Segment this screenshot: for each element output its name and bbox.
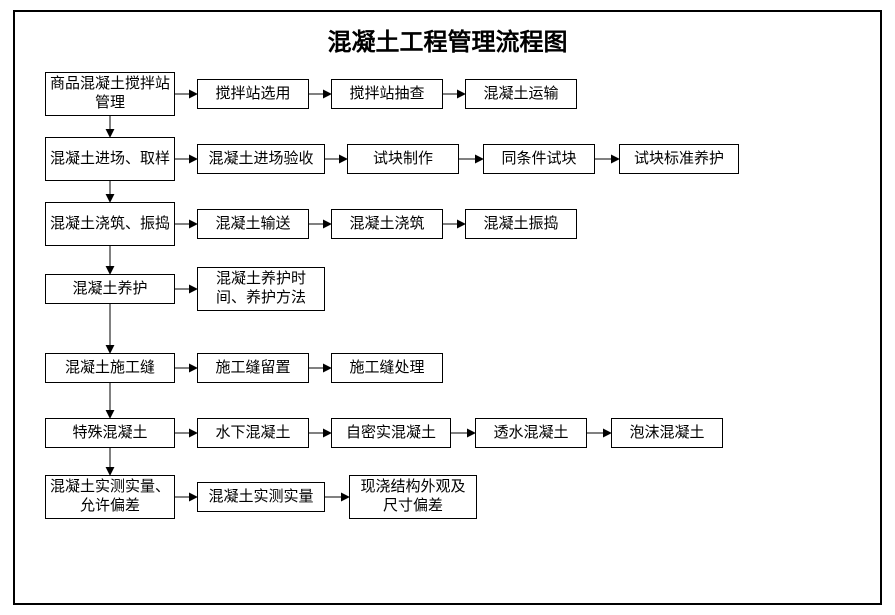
flow-node-s6a: 水下混凝土 <box>197 418 309 448</box>
flow-node-s1a: 搅拌站选用 <box>197 79 309 109</box>
flow-node-s5a: 施工缝留置 <box>197 353 309 383</box>
flow-node-s2b: 试块制作 <box>347 144 459 174</box>
flow-node-s7a: 混凝土实测实量 <box>197 482 325 512</box>
flow-node-s4a: 混凝土养护时间、养护方法 <box>197 267 325 311</box>
flow-node-m7: 混凝土实测实量、允许偏差 <box>45 475 175 519</box>
flow-node-s7b: 现浇结构外观及尺寸偏差 <box>349 475 477 519</box>
flow-node-m4: 混凝土养护 <box>45 274 175 304</box>
diagram-title: 混凝土工程管理流程图 <box>0 22 895 57</box>
flow-node-s5b: 施工缝处理 <box>331 353 443 383</box>
flow-node-m1: 商品混凝土搅拌站管理 <box>45 72 175 116</box>
flow-node-m3: 混凝土浇筑、振捣 <box>45 202 175 246</box>
flow-node-s1b: 搅拌站抽查 <box>331 79 443 109</box>
flow-node-m6: 特殊混凝土 <box>45 418 175 448</box>
flowchart-stage: 混凝土工程管理流程图 商品混凝土搅拌站管理混凝土进场、取样混凝土浇筑、振捣混凝土… <box>0 0 895 615</box>
flow-node-s6d: 泡沫混凝土 <box>611 418 723 448</box>
flow-node-s3c: 混凝土振捣 <box>465 209 577 239</box>
flow-node-m2: 混凝土进场、取样 <box>45 137 175 181</box>
flow-node-s6b: 自密实混凝土 <box>331 418 451 448</box>
flow-node-s1c: 混凝土运输 <box>465 79 577 109</box>
flow-node-m5: 混凝土施工缝 <box>45 353 175 383</box>
flow-node-s6c: 透水混凝土 <box>475 418 587 448</box>
flow-node-s2c: 同条件试块 <box>483 144 595 174</box>
flow-node-s3b: 混凝土浇筑 <box>331 209 443 239</box>
flow-node-s3a: 混凝土输送 <box>197 209 309 239</box>
flow-node-s2a: 混凝土进场验收 <box>197 144 325 174</box>
flow-node-s2d: 试块标准养护 <box>619 144 739 174</box>
